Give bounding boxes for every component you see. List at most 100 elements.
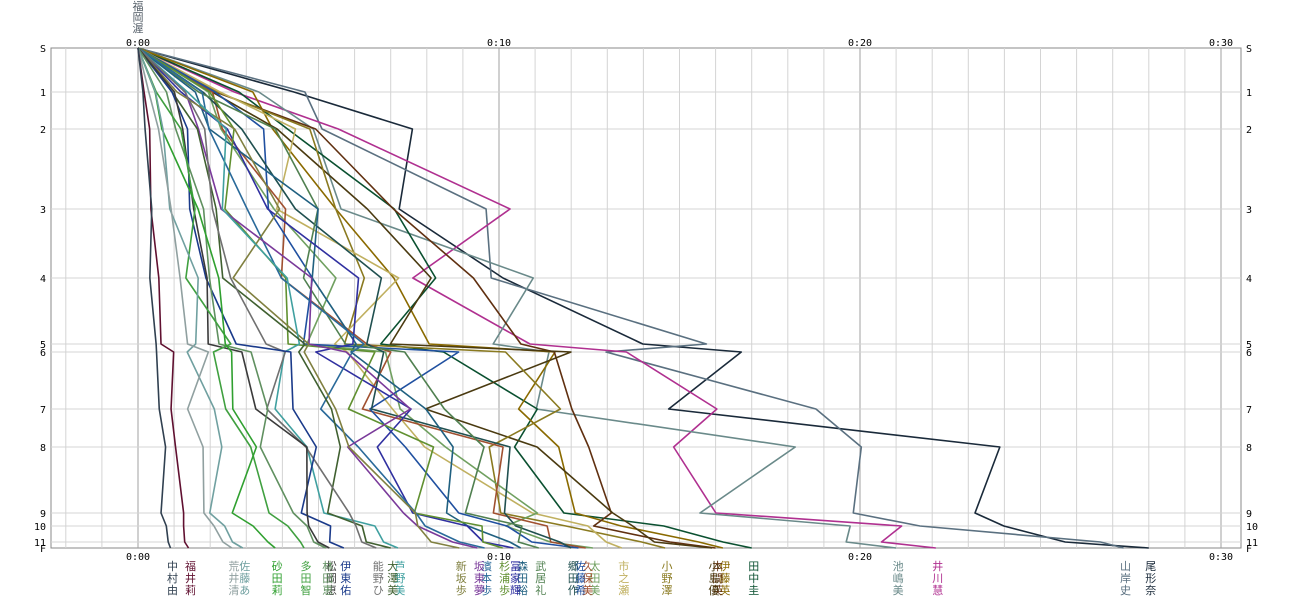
y-tick-label-left: 6: [40, 348, 46, 359]
runner-label-char: 新: [456, 559, 467, 573]
start-tag-char: 岡: [133, 11, 144, 24]
y-tick-label-right: 2: [1246, 125, 1252, 136]
series-line: [137, 47, 1124, 549]
start-tag: 福岡渥: [133, 0, 144, 35]
runner-label-char: 圭: [748, 584, 759, 597]
series-line: [137, 47, 539, 549]
runner-label-char: 林: [322, 559, 333, 573]
runner-label-char: 森: [517, 559, 528, 573]
y-tick-label-left: 4: [40, 274, 46, 285]
runner-label-char: 美: [589, 584, 600, 597]
runner-label-char: 由: [167, 583, 178, 597]
runner-label-char: 芦: [394, 560, 405, 573]
series-lines: [137, 47, 1149, 549]
x-tick-label-bottom: 0:10: [487, 552, 511, 563]
runner-label-char: 佐: [575, 559, 586, 573]
runner-label-char: 歩: [481, 583, 492, 597]
runner-label-char: 中: [748, 572, 759, 585]
runner-label-char: 瀬: [618, 583, 629, 597]
runner-label-char: ひ: [373, 584, 384, 597]
runner-label-char: 間: [712, 572, 723, 585]
runner-label-char: 坂: [474, 560, 485, 573]
series-line: [137, 47, 244, 549]
runner-label-char: 美: [893, 584, 904, 597]
x-tick-label-top: 0:30: [1209, 38, 1233, 49]
runner-label-char: 尾: [1145, 560, 1156, 573]
y-tick-label-right: S: [1246, 44, 1252, 55]
y-tick-label-left: 10: [34, 522, 46, 533]
runner-label-char: 島: [708, 571, 719, 585]
runner-label-char: 嶋: [893, 571, 904, 585]
series-line: [137, 47, 666, 549]
y-tick-label-left: S: [40, 44, 46, 55]
runner-label-char: 藤: [239, 572, 250, 585]
series-line: [137, 47, 586, 549]
runner-labels: 尾形奈山岸史井川慧池嶋美田中圭伊藤英本間英小島優小野澤市之瀬太田美久保美佐藤希郷…: [167, 559, 1156, 597]
runner-label-char: 松: [326, 559, 337, 573]
runner-label-char: 美: [394, 584, 405, 597]
series-line: [137, 47, 514, 549]
runner-label-char: 能: [373, 559, 384, 573]
runner-label-char: 歩: [456, 583, 467, 597]
y-tick-label-right: 5: [1246, 340, 1252, 351]
runner-label-char: 中: [167, 560, 178, 573]
y-tick-label-right: 3: [1246, 205, 1252, 216]
runner-label-char: 東: [474, 572, 485, 585]
y-tick-label-left: 8: [40, 443, 46, 454]
runner-label-char: 田: [322, 572, 333, 585]
runner-label-char: 慧: [932, 583, 943, 597]
runner-label-char: 小: [708, 560, 719, 573]
runner-label-char: 恵: [326, 583, 337, 597]
runner-label-char: 東: [340, 572, 351, 585]
start-tag-char: 福: [133, 0, 144, 13]
runner-label-char: 佐: [239, 559, 250, 573]
y-tick-label-left: 1: [40, 88, 46, 99]
runner-label-char: 莉: [185, 584, 196, 597]
runner-label-char: 澤: [662, 584, 673, 597]
runner-label-char: 夢: [474, 584, 485, 597]
series-line: [137, 47, 572, 549]
runner-label-char: 太: [589, 560, 600, 573]
x-tick-label-top: 0:00: [126, 38, 150, 49]
runner-label-char: 保: [582, 571, 593, 585]
runner-label-char: 武: [535, 560, 546, 573]
y-tick-label-left: 3: [40, 205, 46, 216]
runner-label-char: 郷: [568, 559, 579, 573]
runner-label-char: 井: [932, 559, 943, 573]
series-line: [137, 47, 327, 549]
y-tick-label-left: 9: [40, 509, 46, 520]
y-tick-label-left: 7: [40, 405, 46, 416]
runner-label-char: 大: [387, 559, 398, 573]
series-line: [137, 47, 713, 549]
y-tick-label-left: 2: [40, 125, 46, 136]
runner-label-char: 莉: [272, 584, 283, 597]
runner-label-char: 佑: [340, 583, 351, 597]
runner-label-char: 岡: [326, 572, 337, 585]
y-tick-label-left: 5: [40, 340, 46, 351]
runner-label-char: 作: [568, 584, 579, 597]
runner-label-char: 澤: [387, 572, 398, 585]
runner-label-char: 野: [394, 572, 405, 585]
runner-label-char: 田: [301, 572, 312, 585]
runner-label-char: 浦: [499, 572, 510, 585]
runner-label-char: 田: [748, 560, 759, 573]
runner-label-char: 希: [575, 583, 586, 597]
runner-label-char: 本: [712, 559, 723, 573]
runner-label-char: 田: [272, 572, 283, 585]
runner-label-char: 居: [535, 572, 546, 585]
runner-label-char: 田: [589, 572, 600, 585]
runner-label-char: 藤: [575, 572, 586, 585]
y-tick-label-right: F: [1246, 544, 1252, 555]
start-tag-char: 渥: [133, 22, 144, 35]
runner-label-char: 荒: [228, 560, 239, 573]
y-tick-label-right: 1: [1246, 88, 1252, 99]
runner-label-char: 岸: [1120, 572, 1131, 585]
runner-label-char: 田: [568, 572, 579, 585]
runner-label-char: 福: [185, 559, 196, 573]
runner-label-char: 之: [618, 571, 629, 585]
y-tick-label-right: 10: [1246, 522, 1258, 533]
runner-label-char: 智: [301, 583, 312, 597]
runner-label-char: 冨: [510, 560, 521, 573]
runner-label-char: 山: [1120, 560, 1131, 573]
